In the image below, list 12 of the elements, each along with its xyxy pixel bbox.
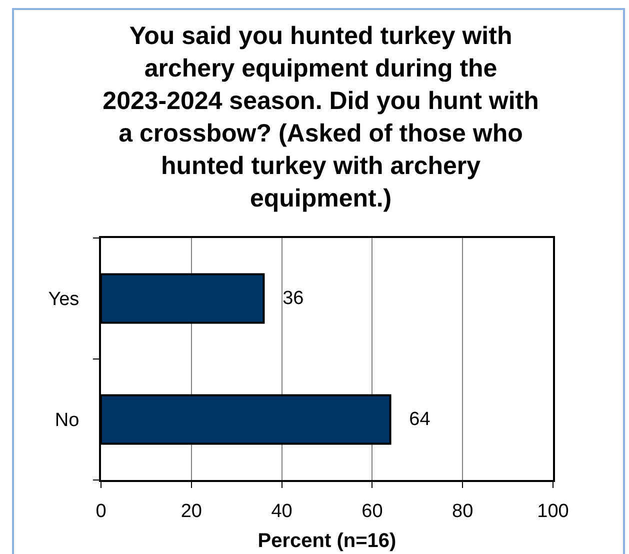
x-tick-label: 40 (271, 500, 292, 522)
chart-title: You said you hunted turkey with archery equipment during the 2023-2024 season. Did you hunt with a crossbow? (Asked of those who hunted turkey with archery equipment.) (102, 22, 539, 212)
x-axis-title: Percent (n=16) (258, 530, 396, 552)
x-tick-label: 80 (452, 500, 474, 522)
y-tick-label: Yes (48, 289, 80, 310)
x-tick-label: 60 (362, 500, 383, 522)
x-tick-label: 100 (537, 500, 569, 522)
data-label: 36 (266, 288, 304, 309)
x-tick-label: 20 (180, 500, 202, 522)
y-tick-label: No (54, 410, 80, 432)
data-label: 64 (393, 409, 431, 430)
x-tick-label: 0 (96, 500, 106, 522)
